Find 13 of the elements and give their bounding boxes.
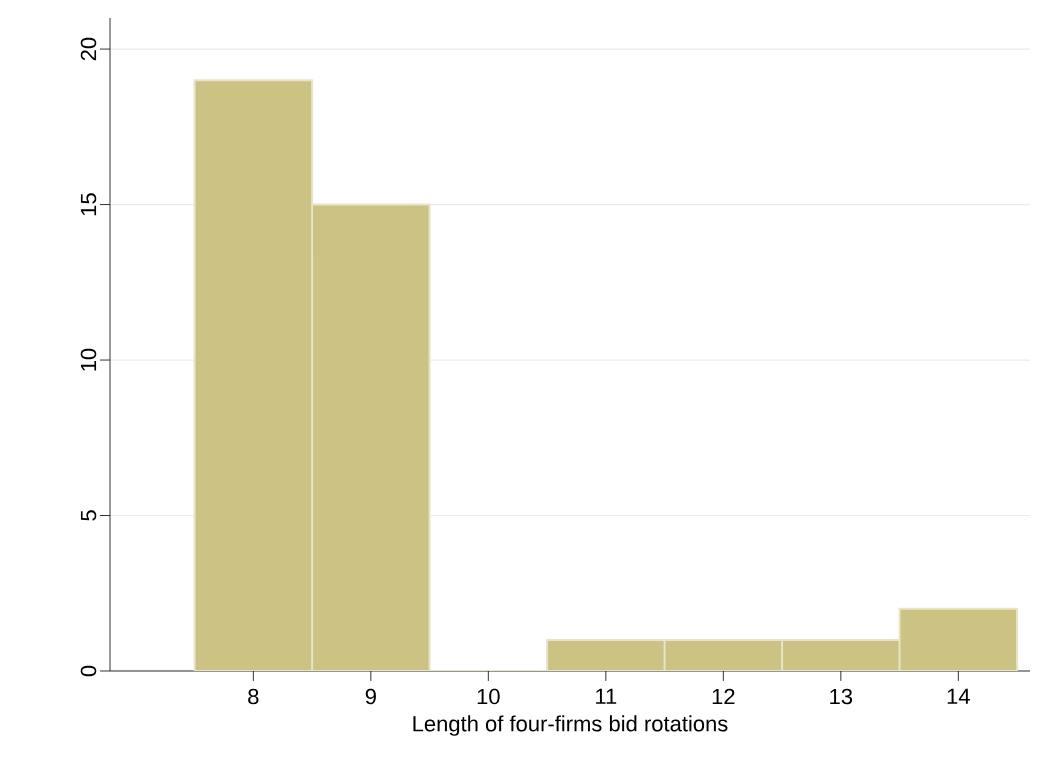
y-tick-label: 20: [80, 37, 97, 61]
x-tick-label: 12: [712, 688, 735, 705]
y-tick-label: 10: [80, 348, 97, 371]
x-tick-label: 11: [596, 688, 617, 704]
x-tick-label: 14: [947, 688, 970, 704]
y-tick-label: 15: [80, 193, 97, 216]
y-tick-label: 5: [80, 510, 97, 521]
x-axis-title: Length of four-firms bid rotations: [413, 715, 728, 736]
x-tick-label: 9: [365, 688, 376, 705]
y-tick-label: 0: [80, 665, 97, 677]
x-tick-label: 13: [830, 688, 853, 705]
x-tick-label: 10: [477, 688, 500, 705]
x-tick-label: 8: [248, 688, 259, 705]
